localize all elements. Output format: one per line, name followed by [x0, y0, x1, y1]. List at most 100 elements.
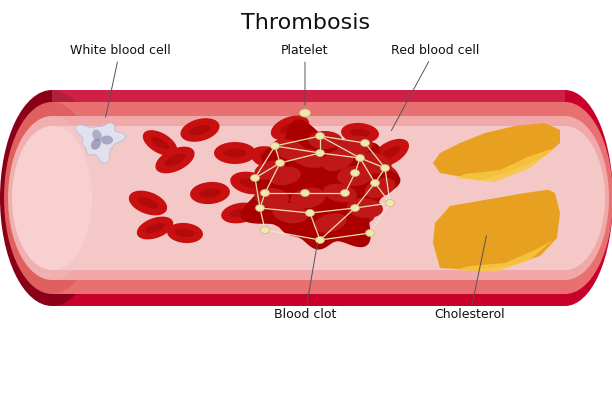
Ellipse shape	[255, 160, 286, 180]
FancyBboxPatch shape	[52, 102, 565, 294]
Ellipse shape	[230, 208, 250, 217]
Ellipse shape	[145, 223, 165, 233]
Ellipse shape	[8, 116, 96, 280]
Ellipse shape	[316, 149, 324, 157]
Ellipse shape	[4, 102, 100, 294]
Ellipse shape	[239, 178, 261, 188]
Ellipse shape	[250, 175, 259, 182]
Ellipse shape	[301, 177, 339, 198]
Ellipse shape	[316, 237, 324, 244]
Ellipse shape	[261, 226, 269, 233]
Ellipse shape	[351, 169, 359, 177]
Ellipse shape	[271, 115, 309, 140]
Ellipse shape	[386, 200, 395, 206]
Ellipse shape	[359, 152, 392, 174]
Ellipse shape	[322, 149, 354, 171]
Ellipse shape	[370, 180, 379, 186]
FancyBboxPatch shape	[52, 90, 565, 306]
Ellipse shape	[190, 182, 230, 204]
Text: Platelet: Platelet	[282, 44, 329, 105]
Polygon shape	[433, 123, 560, 180]
Ellipse shape	[341, 123, 379, 143]
Ellipse shape	[230, 172, 270, 194]
Ellipse shape	[165, 154, 185, 166]
Text: Blood clot: Blood clot	[274, 243, 336, 322]
Ellipse shape	[250, 146, 289, 170]
Ellipse shape	[223, 149, 247, 157]
Ellipse shape	[92, 130, 102, 141]
Ellipse shape	[335, 202, 375, 224]
Ellipse shape	[299, 109, 310, 117]
Ellipse shape	[255, 204, 264, 211]
FancyBboxPatch shape	[52, 90, 565, 102]
Ellipse shape	[517, 90, 612, 306]
Ellipse shape	[305, 209, 315, 217]
Ellipse shape	[340, 189, 349, 197]
Ellipse shape	[280, 122, 300, 133]
Ellipse shape	[155, 146, 195, 173]
Ellipse shape	[349, 129, 370, 137]
Ellipse shape	[525, 126, 605, 270]
Polygon shape	[430, 180, 560, 206]
Ellipse shape	[310, 184, 330, 192]
Ellipse shape	[0, 90, 104, 306]
Ellipse shape	[370, 167, 390, 179]
Ellipse shape	[143, 130, 177, 156]
Ellipse shape	[255, 188, 289, 208]
Ellipse shape	[189, 125, 211, 135]
Ellipse shape	[351, 204, 359, 211]
Ellipse shape	[380, 146, 400, 160]
Ellipse shape	[347, 198, 383, 218]
Ellipse shape	[356, 155, 365, 162]
Ellipse shape	[138, 197, 159, 208]
Ellipse shape	[275, 160, 285, 166]
Polygon shape	[241, 120, 400, 250]
Ellipse shape	[167, 223, 203, 243]
Ellipse shape	[371, 139, 409, 167]
Ellipse shape	[181, 118, 220, 142]
Ellipse shape	[323, 184, 357, 202]
Ellipse shape	[291, 148, 326, 168]
Ellipse shape	[517, 102, 612, 294]
Ellipse shape	[280, 214, 300, 222]
Ellipse shape	[12, 126, 605, 270]
Ellipse shape	[261, 189, 269, 197]
Polygon shape	[455, 148, 555, 182]
Text: Red blood cell: Red blood cell	[391, 44, 479, 131]
Ellipse shape	[337, 166, 373, 186]
Ellipse shape	[137, 217, 173, 239]
Text: Cholesterol: Cholesterol	[435, 236, 506, 322]
Ellipse shape	[151, 137, 170, 149]
Ellipse shape	[365, 178, 395, 198]
Ellipse shape	[214, 142, 256, 164]
Ellipse shape	[381, 164, 389, 171]
Ellipse shape	[259, 153, 281, 163]
Polygon shape	[433, 183, 560, 270]
Ellipse shape	[101, 135, 113, 144]
Ellipse shape	[221, 203, 259, 224]
Ellipse shape	[290, 188, 326, 208]
Ellipse shape	[271, 142, 280, 149]
Ellipse shape	[12, 126, 92, 270]
Text: Thrombosis: Thrombosis	[242, 13, 370, 33]
Ellipse shape	[521, 116, 609, 280]
FancyBboxPatch shape	[52, 126, 565, 270]
Ellipse shape	[337, 136, 373, 156]
Ellipse shape	[360, 140, 370, 146]
Ellipse shape	[300, 189, 310, 197]
Ellipse shape	[273, 139, 307, 161]
Ellipse shape	[175, 229, 195, 237]
Ellipse shape	[269, 167, 301, 185]
Polygon shape	[75, 123, 125, 163]
Text: White blood cell: White blood cell	[70, 44, 170, 117]
Ellipse shape	[344, 208, 366, 218]
FancyBboxPatch shape	[52, 116, 565, 280]
Ellipse shape	[272, 203, 308, 223]
Ellipse shape	[199, 188, 221, 197]
Ellipse shape	[316, 133, 324, 140]
Ellipse shape	[91, 139, 101, 150]
Ellipse shape	[271, 208, 309, 228]
Ellipse shape	[129, 191, 167, 215]
Ellipse shape	[313, 213, 346, 233]
Ellipse shape	[361, 161, 399, 185]
